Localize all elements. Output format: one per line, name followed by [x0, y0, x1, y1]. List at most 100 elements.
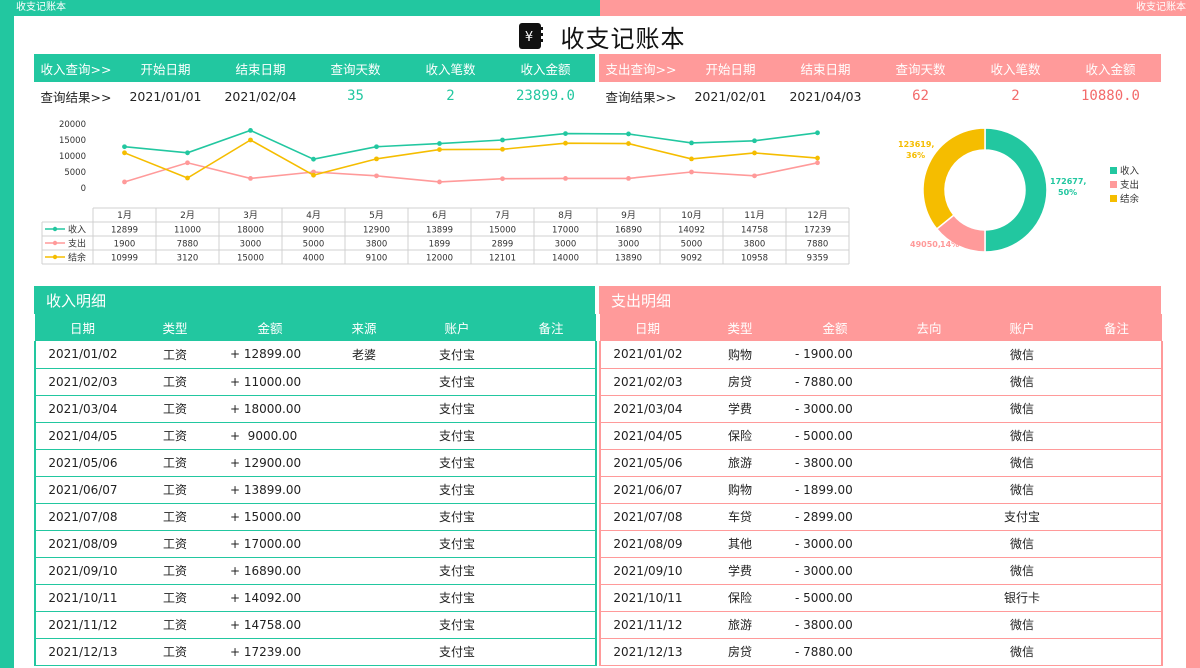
expense-cell-type[interactable]: 旅游	[695, 449, 785, 477]
expense-table-row[interactable]: 2021/07/08 车贷 - 2899.00 支付宝	[600, 503, 1162, 531]
income-cell-account[interactable]: 支付宝	[408, 449, 506, 477]
expense-cell-account[interactable]: 微信	[973, 530, 1071, 558]
expense-cell-date[interactable]: 2021/07/08	[600, 503, 695, 531]
income-cell-type[interactable]: 工资	[130, 503, 220, 531]
income-start-date[interactable]: 2021/01/01	[129, 88, 202, 104]
expense-table-row[interactable]: 2021/06/07 购物 - 1899.00 微信	[600, 476, 1162, 504]
expense-cell-date[interactable]: 2021/12/13	[600, 638, 695, 666]
expense-cell-amount[interactable]: - 3000.00	[785, 395, 885, 423]
income-cell-account[interactable]: 支付宝	[408, 530, 506, 558]
income-cell-amount[interactable]: + 12899.00	[220, 341, 320, 369]
expense-cell-note[interactable]	[1071, 395, 1162, 423]
expense-cell-account[interactable]: 微信	[973, 368, 1071, 396]
income-cell-type[interactable]: 工资	[130, 638, 220, 666]
expense-cell-amount[interactable]: - 5000.00	[785, 422, 885, 450]
expense-cell-party[interactable]	[885, 422, 973, 450]
expense-cell-amount[interactable]: - 3800.00	[785, 611, 885, 639]
income-cell-amount[interactable]: + 11000.00	[220, 368, 320, 396]
income-cell-date[interactable]: 2021/02/03	[35, 368, 130, 396]
expense-table-row[interactable]: 2021/11/12 旅游 - 3800.00 微信	[600, 611, 1162, 639]
expense-cell-party[interactable]	[885, 638, 973, 666]
expense-cell-note[interactable]	[1071, 503, 1162, 531]
income-cell-type[interactable]: 工资	[130, 449, 220, 477]
income-cell-amount[interactable]: + 9000.00	[220, 422, 320, 450]
income-cell-party[interactable]	[320, 584, 408, 612]
expense-cell-note[interactable]	[1071, 584, 1162, 612]
expense-cell-type[interactable]: 保险	[695, 422, 785, 450]
expense-cell-amount[interactable]: - 2899.00	[785, 503, 885, 531]
expense-cell-note[interactable]	[1071, 341, 1162, 369]
expense-cell-amount[interactable]: - 1900.00	[785, 341, 885, 369]
income-cell-amount[interactable]: + 18000.00	[220, 395, 320, 423]
income-column-header[interactable]: 账户	[408, 314, 506, 341]
income-table-row[interactable]: 2021/05/06 工资 + 12900.00 支付宝	[35, 449, 596, 477]
expense-cell-party[interactable]	[885, 557, 973, 585]
income-cell-account[interactable]: 支付宝	[408, 557, 506, 585]
expense-cell-note[interactable]	[1071, 476, 1162, 504]
income-cell-account[interactable]: 支付宝	[408, 368, 506, 396]
income-cell-type[interactable]: 工资	[130, 557, 220, 585]
income-cell-note[interactable]	[506, 557, 596, 585]
expense-query-button[interactable]: 支出查询>>	[605, 61, 677, 77]
income-cell-type[interactable]: 工资	[130, 530, 220, 558]
expense-cell-account[interactable]: 微信	[973, 476, 1071, 504]
income-table-row[interactable]: 2021/09/10 工资 + 16890.00 支付宝	[35, 557, 596, 585]
expense-cell-note[interactable]	[1071, 557, 1162, 585]
income-cell-amount[interactable]: + 17000.00	[220, 530, 320, 558]
expense-cell-date[interactable]: 2021/01/02	[600, 341, 695, 369]
income-table-row[interactable]: 2021/06/07 工资 + 13899.00 支付宝	[35, 476, 596, 504]
income-cell-type[interactable]: 工资	[130, 476, 220, 504]
income-cell-amount[interactable]: + 14758.00	[220, 611, 320, 639]
expense-cell-date[interactable]: 2021/06/07	[600, 476, 695, 504]
expense-end-date[interactable]: 2021/04/03	[789, 88, 862, 104]
expense-cell-amount[interactable]: - 1899.00	[785, 476, 885, 504]
income-cell-date[interactable]: 2021/12/13	[35, 638, 130, 666]
expense-cell-account[interactable]: 微信	[973, 341, 1071, 369]
income-cell-date[interactable]: 2021/04/05	[35, 422, 130, 450]
expense-cell-type[interactable]: 车贷	[695, 503, 785, 531]
expense-cell-date[interactable]: 2021/08/09	[600, 530, 695, 558]
income-query-button[interactable]: 收入查询>>	[40, 61, 112, 77]
income-cell-note[interactable]	[506, 341, 596, 369]
expense-cell-party[interactable]	[885, 449, 973, 477]
income-column-header[interactable]: 日期	[35, 314, 130, 341]
expense-column-header[interactable]: 日期	[600, 314, 695, 341]
income-cell-type[interactable]: 工资	[130, 341, 220, 369]
income-cell-note[interactable]	[506, 449, 596, 477]
income-cell-type[interactable]: 工资	[130, 584, 220, 612]
expense-column-header[interactable]: 类型	[695, 314, 785, 341]
expense-cell-account[interactable]: 微信	[973, 611, 1071, 639]
income-cell-amount[interactable]: + 14092.00	[220, 584, 320, 612]
expense-cell-amount[interactable]: - 3000.00	[785, 557, 885, 585]
income-table-row[interactable]: 2021/08/09 工资 + 17000.00 支付宝	[35, 530, 596, 558]
expense-cell-date[interactable]: 2021/11/12	[600, 611, 695, 639]
income-cell-type[interactable]: 工资	[130, 368, 220, 396]
income-cell-account[interactable]: 支付宝	[408, 638, 506, 666]
income-table-row[interactable]: 2021/01/02 工资 + 12899.00 老婆 支付宝	[35, 341, 596, 369]
income-cell-account[interactable]: 支付宝	[408, 395, 506, 423]
expense-cell-note[interactable]	[1071, 368, 1162, 396]
income-cell-party[interactable]	[320, 503, 408, 531]
expense-cell-amount[interactable]: - 3800.00	[785, 449, 885, 477]
expense-cell-type[interactable]: 学费	[695, 395, 785, 423]
income-cell-date[interactable]: 2021/07/08	[35, 503, 130, 531]
expense-table-row[interactable]: 2021/02/03 房贷 - 7880.00 微信	[600, 368, 1162, 396]
expense-cell-account[interactable]: 微信	[973, 395, 1071, 423]
expense-cell-party[interactable]	[885, 341, 973, 369]
expense-cell-party[interactable]	[885, 503, 973, 531]
income-cell-date[interactable]: 2021/03/04	[35, 395, 130, 423]
income-cell-party[interactable]	[320, 449, 408, 477]
income-cell-amount[interactable]: + 12900.00	[220, 449, 320, 477]
expense-cell-amount[interactable]: - 3000.00	[785, 530, 885, 558]
expense-cell-account[interactable]: 微信	[973, 449, 1071, 477]
expense-cell-date[interactable]: 2021/10/11	[600, 584, 695, 612]
expense-cell-party[interactable]	[885, 476, 973, 504]
income-column-header[interactable]: 备注	[506, 314, 596, 341]
expense-cell-type[interactable]: 房贷	[695, 638, 785, 666]
income-cell-date[interactable]: 2021/05/06	[35, 449, 130, 477]
expense-table-row[interactable]: 2021/12/13 房贷 - 7880.00 微信	[600, 638, 1162, 666]
income-column-header[interactable]: 来源	[320, 314, 408, 341]
income-cell-type[interactable]: 工资	[130, 611, 220, 639]
expense-cell-note[interactable]	[1071, 530, 1162, 558]
income-cell-note[interactable]	[506, 638, 596, 666]
